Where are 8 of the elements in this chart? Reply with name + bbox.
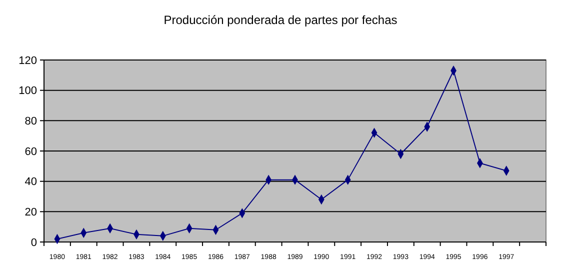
y-tick-label: 120 <box>18 54 37 67</box>
y-tick-label: 0 <box>30 236 37 249</box>
y-tick-label: 60 <box>24 146 37 158</box>
chart-title: Producción ponderada de partes por fechas <box>164 13 398 27</box>
y-tick-label: 40 <box>24 176 37 188</box>
y-tick-label: 80 <box>24 116 37 128</box>
y-tick-label: 20 <box>24 206 37 219</box>
y-tick-label: 100 <box>18 85 37 98</box>
